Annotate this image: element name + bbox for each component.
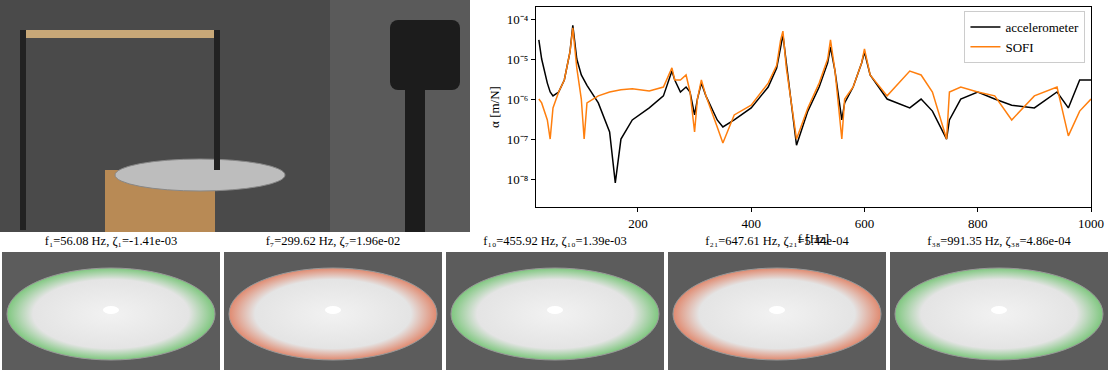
svg-text:200: 200 <box>628 216 648 231</box>
svg-text:10⁻⁵: 10⁻⁵ <box>507 52 529 67</box>
svg-text:accelerometer: accelerometer <box>1005 20 1079 35</box>
svg-text:α [m/N]: α [m/N] <box>487 86 502 128</box>
html-text:f₇=299.62 Hz, ζ₇=1.96e-02: f₇=299.62 Hz, ζ₇=1.96e-02 <box>265 234 401 248</box>
svg-text:10⁻⁸: 10⁻⁸ <box>507 172 529 187</box>
svg-text:10⁻⁷: 10⁻⁷ <box>507 132 529 147</box>
html-text:f₁=56.08 Hz, ζ₁=-1.41e-03: f₁=56.08 Hz, ζ₁=-1.41e-03 <box>44 234 178 248</box>
html-text:f₃₈=991.35 Hz, ζ₃₈=4.86e-04: f₃₈=991.35 Hz, ζ₃₈=4.86e-04 <box>927 234 1071 248</box>
svg-text:SOFI: SOFI <box>1005 40 1033 55</box>
html-text:f₂₁=647.61 Hz, ζ₂₁=5.44e-04: f₂₁=647.61 Hz, ζ₂₁=5.44e-04 <box>705 234 849 248</box>
svg-text:10⁻⁶: 10⁻⁶ <box>507 92 529 107</box>
svg-text:800: 800 <box>968 216 988 231</box>
html-text:f₁₀=455.92 Hz, ζ₁₀=1.39e-03: f₁₀=455.92 Hz, ζ₁₀=1.39e-03 <box>483 234 627 248</box>
svg-text:400: 400 <box>741 216 761 231</box>
svg-text:600: 600 <box>855 216 875 231</box>
svg-text:10⁻⁴: 10⁻⁴ <box>507 12 529 27</box>
svg-text:1000: 1000 <box>1078 216 1104 231</box>
